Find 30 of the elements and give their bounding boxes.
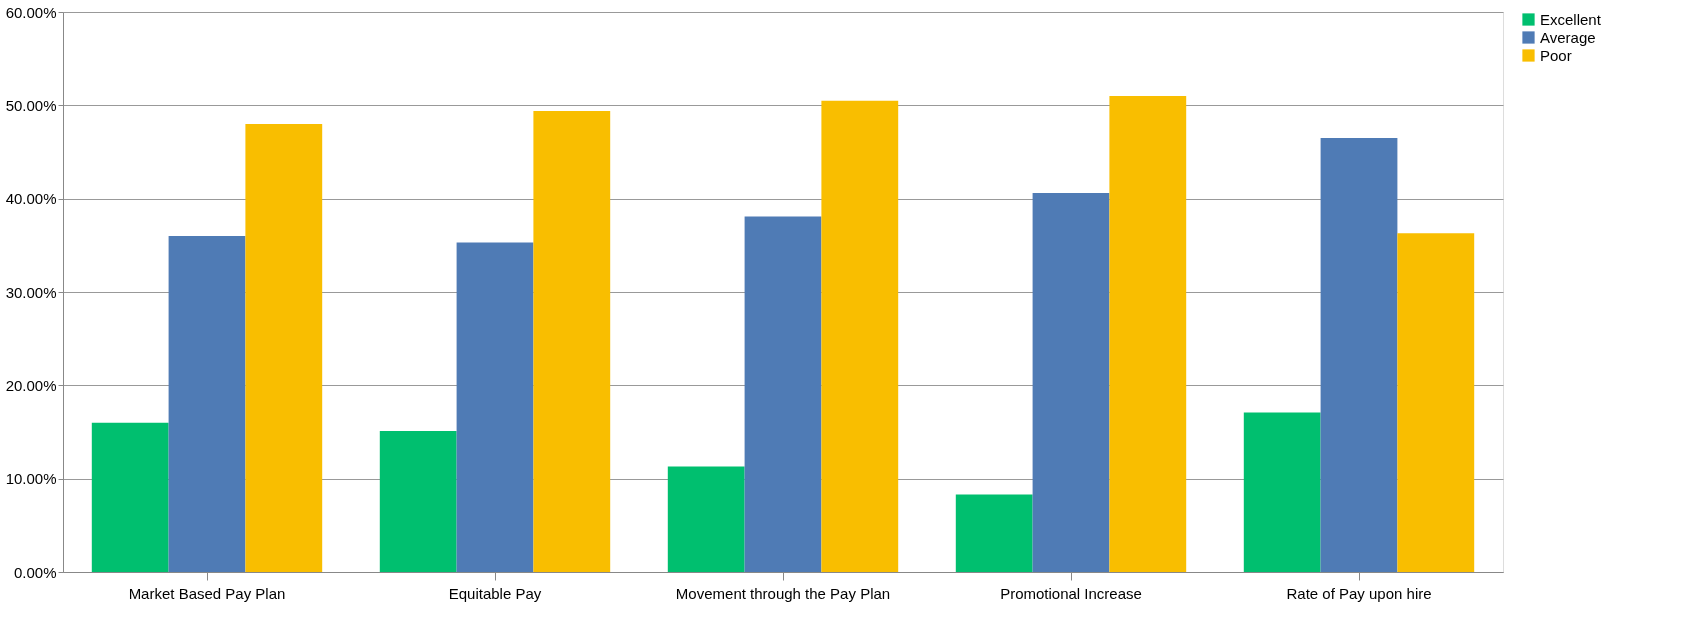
x-tick-label: Movement through the Pay Plan	[675, 584, 891, 602]
bar	[1109, 96, 1187, 572]
bar	[955, 494, 1033, 572]
bar	[744, 216, 822, 572]
y-tick-label: 60.00%	[5, 3, 57, 21]
bar	[821, 100, 899, 572]
bar	[168, 236, 246, 572]
y-tick-label: 0.00%	[13, 563, 57, 581]
bar	[1397, 233, 1475, 572]
bar	[533, 110, 611, 572]
y-tick-label: 40.00%	[5, 190, 57, 208]
x-tick-label: Equitable Pay	[448, 584, 542, 602]
bar	[667, 466, 745, 572]
legend-label: Excellent	[1540, 10, 1602, 28]
x-tick-label: Promotional Increase	[1000, 584, 1142, 602]
y-tick-label: 50.00%	[5, 96, 57, 114]
bar	[379, 431, 457, 572]
bar	[1032, 193, 1110, 572]
y-tick-label: 20.00%	[5, 376, 57, 394]
legend-label: Average	[1540, 28, 1596, 46]
bar	[245, 124, 323, 572]
legend-label: Poor	[1540, 46, 1572, 64]
y-tick-label: 10.00%	[5, 470, 57, 488]
y-tick-label: 30.00%	[5, 283, 57, 301]
bar	[1243, 412, 1321, 572]
bar	[456, 242, 534, 572]
x-tick-label: Market Based Pay Plan	[128, 584, 286, 602]
bar	[91, 422, 169, 572]
bar	[1320, 138, 1398, 572]
x-tick-label: Rate of Pay upon hire	[1286, 584, 1432, 602]
